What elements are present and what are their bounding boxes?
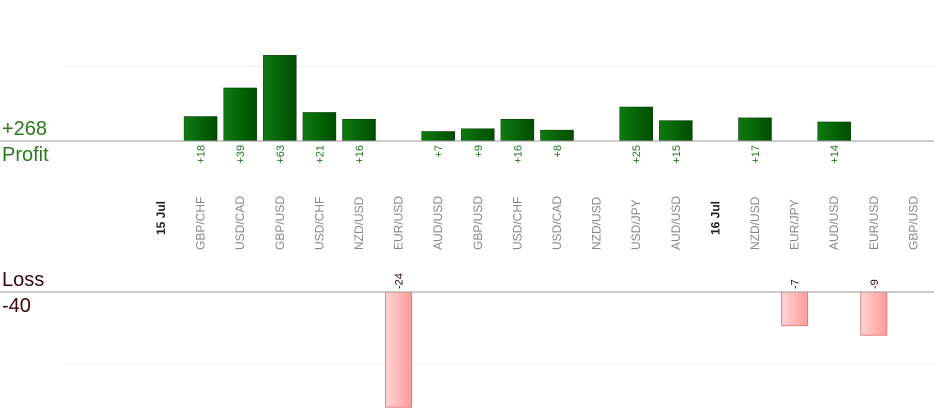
profit-value-label: +21 <box>314 145 326 164</box>
profit-bar <box>263 55 297 142</box>
profit-bar <box>302 112 337 142</box>
pair-label: AUD/USD <box>827 196 841 250</box>
profit-value-label: +15 <box>671 145 683 164</box>
profit-bar <box>223 87 257 142</box>
profit-value-label: +8 <box>552 145 564 158</box>
pair-label: AUD/USD <box>431 196 445 250</box>
pair-label: NZD/USD <box>748 196 762 250</box>
loss-bar <box>860 291 888 336</box>
profit-bar <box>461 128 495 142</box>
pair-label: GBP/CHF <box>194 197 208 250</box>
pair-label: GBP/USD <box>906 196 920 250</box>
pair-label: EUR/JPY <box>788 199 802 250</box>
pair-label: NZD/USD <box>352 196 366 250</box>
profit-total: +268 <box>2 118 48 140</box>
pair-label: GBP/USD <box>471 196 485 250</box>
pair-label: NZD/USD <box>590 196 604 250</box>
profit-bar <box>659 120 693 142</box>
loss-label: Loss <box>2 269 45 291</box>
pair-label: EUR/USD <box>392 196 406 250</box>
pair-label: USD/CAD <box>233 196 247 250</box>
pair-label: AUD/USD <box>669 196 683 250</box>
profit-bar <box>540 129 574 142</box>
profit-value-label: +63 <box>275 145 287 164</box>
profit-bar <box>421 131 455 142</box>
profit-value-label: +16 <box>354 145 366 164</box>
profit-value-label: +16 <box>512 145 524 164</box>
pair-label: GBP/USD <box>273 196 287 250</box>
loss-value-label: -9 <box>869 279 881 289</box>
profit-value-label: +18 <box>196 145 208 164</box>
profit-bar <box>183 116 218 142</box>
loss-value-label: -24 <box>394 273 406 289</box>
profit-bar <box>619 106 653 142</box>
loss-bar <box>385 291 413 408</box>
profit-bar <box>500 118 535 142</box>
pair-label: USD/CHF <box>312 197 326 250</box>
profit-value-label: +9 <box>473 145 485 158</box>
loss-total: -40 <box>2 295 31 317</box>
pair-label: USD/CHF <box>510 197 524 250</box>
profit-value-label: +39 <box>235 145 247 164</box>
pair-label: EUR/USD <box>867 196 881 250</box>
profit-bar <box>738 117 772 142</box>
pair-label: USD/JPY <box>629 199 643 250</box>
profit-label: Profit <box>2 144 49 166</box>
profit-value-label: +17 <box>750 145 762 164</box>
date-label: 15 Jul <box>154 201 168 235</box>
loss-value-label: -7 <box>790 279 802 289</box>
profit-bar <box>817 121 851 142</box>
profit-value-label: +7 <box>433 145 445 158</box>
date-label: 16 Jul <box>708 201 722 235</box>
pair-label: USD/CAD <box>550 196 564 250</box>
profit-bar <box>342 118 376 142</box>
profit-value-label: +14 <box>829 145 841 164</box>
profit-value-label: +25 <box>631 145 643 164</box>
loss-bar <box>781 291 809 327</box>
